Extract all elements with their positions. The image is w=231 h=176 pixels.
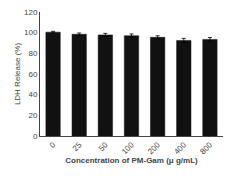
svg-text:120: 120	[24, 8, 38, 17]
svg-text:80: 80	[28, 49, 37, 58]
svg-text:800: 800	[198, 140, 214, 156]
svg-text:400: 400	[172, 140, 188, 156]
svg-text:200: 200	[146, 140, 162, 156]
svg-text:0: 0	[48, 140, 58, 150]
svg-text:0: 0	[33, 132, 38, 141]
svg-text:20: 20	[28, 111, 37, 120]
svg-text:25: 25	[71, 140, 84, 153]
svg-text:LDH Release (%): LDH Release (%)	[13, 43, 22, 106]
svg-text:60: 60	[28, 70, 37, 79]
svg-text:40: 40	[28, 90, 37, 99]
svg-text:50: 50	[97, 140, 110, 153]
svg-text:100: 100	[120, 140, 136, 156]
svg-text:Concentration of PM-Gam (μ g/m: Concentration of PM-Gam (μ g/mL)	[65, 156, 198, 165]
svg-text:100: 100	[24, 28, 38, 37]
